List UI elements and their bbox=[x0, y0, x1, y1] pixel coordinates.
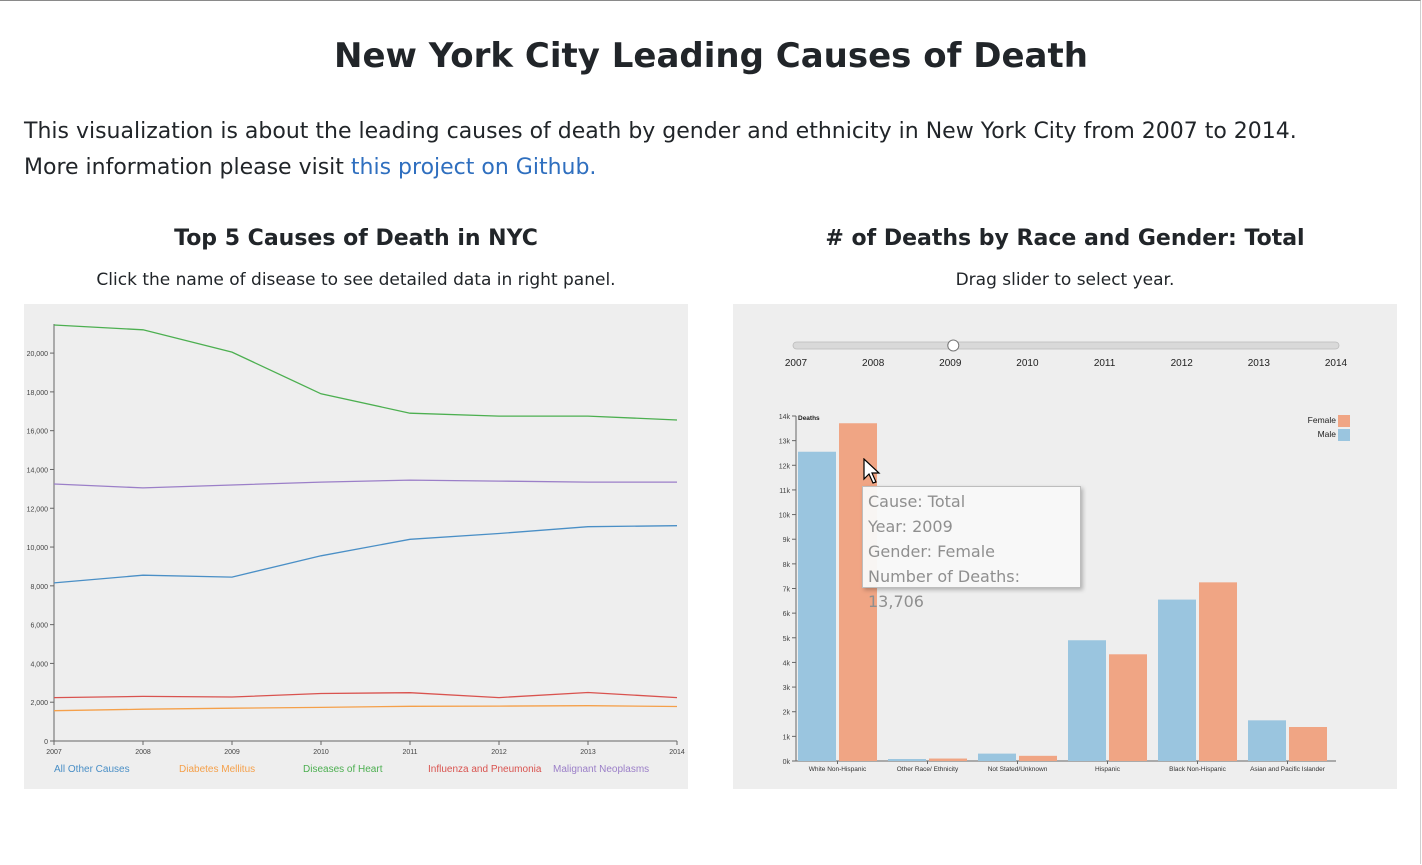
series-line-3[interactable] bbox=[53, 691, 678, 699]
x-tick-label: 2012 bbox=[491, 749, 507, 756]
bar-male-2[interactable] bbox=[978, 753, 1016, 761]
bar-y-tick-label: 6k bbox=[783, 611, 791, 618]
y-tick-label: 4,000 bbox=[30, 661, 48, 668]
slider-year-label[interactable]: 2007 bbox=[785, 358, 808, 369]
tooltip-year: Year: 2009 bbox=[868, 517, 953, 536]
y-tick-label: 18,000 bbox=[27, 390, 49, 397]
line-chart-panel: 0 2,000 4,000 6,000 8,000 10,000 12,000 14,000 1… bbox=[24, 304, 688, 789]
bar-y-tick-label: 9k bbox=[783, 537, 791, 544]
legend-item-4[interactable]: Malignant Neoplasms bbox=[553, 764, 649, 775]
bar-category-label: Other Race/ Ethnicity bbox=[897, 766, 959, 773]
y-tick-label: 10,000 bbox=[27, 545, 49, 552]
tooltip-gender: Gender: Female bbox=[868, 542, 996, 561]
bar-male-3[interactable] bbox=[1068, 640, 1106, 761]
bar-y-tick-label: 1k bbox=[783, 734, 791, 741]
series-line-2[interactable] bbox=[53, 324, 678, 421]
bar-male-1[interactable] bbox=[888, 759, 926, 761]
y-tick-label: 8,000 bbox=[30, 584, 48, 591]
bar-y-tick-label: 14k bbox=[779, 414, 791, 421]
x-tick-label: 2009 bbox=[224, 749, 240, 756]
legend-swatch-male bbox=[1338, 429, 1350, 441]
y-tick-label: 20,000 bbox=[27, 351, 49, 358]
intro-line-1: This visualization is about the leading … bbox=[24, 119, 1297, 144]
bar-female-0[interactable] bbox=[839, 423, 877, 761]
tooltip-deaths: Number of Deaths: 13,706 bbox=[868, 567, 1020, 611]
legend-label-female: Female bbox=[1308, 415, 1337, 425]
bar-male-4[interactable] bbox=[1158, 599, 1196, 761]
bar-y-tick-label: 3k bbox=[783, 685, 791, 692]
bar-y-tick-label: 5k bbox=[783, 636, 791, 643]
right-panel-title: # of Deaths by Race and Gender: Total bbox=[825, 226, 1305, 251]
bar-y-tick-label: 0k bbox=[783, 759, 791, 766]
bar-y-tick-label: 2k bbox=[783, 710, 791, 717]
left-panel-title: Top 5 Causes of Death in NYC bbox=[174, 226, 538, 251]
slider-handle[interactable] bbox=[947, 339, 960, 352]
bar-tooltip: Cause: Total Year: 2009 Gender: Female N… bbox=[862, 486, 1081, 611]
tooltip-cause: Cause: Total bbox=[868, 492, 966, 511]
x-tick-label: 2014 bbox=[669, 749, 685, 756]
slider-track[interactable] bbox=[792, 341, 1340, 350]
page-title: New York City Leading Causes of Death bbox=[334, 36, 1088, 76]
legend-swatch-female bbox=[1338, 415, 1350, 427]
bar-y-tick-label: 10k bbox=[779, 513, 791, 520]
bar-y-tick-label: 4k bbox=[783, 660, 791, 667]
x-tick-label: 2007 bbox=[46, 749, 62, 756]
x-tick-label: 2013 bbox=[580, 749, 596, 756]
bar-category-label: Not Stated/Unknown bbox=[988, 766, 1048, 773]
bar-chart: 2007 2008 2009 2010 2011 2012 2013 2014 0k 1k 2k 3k… bbox=[779, 339, 1350, 773]
y-tick-label: 14,000 bbox=[27, 467, 49, 474]
slider-year-label[interactable]: 2009 bbox=[939, 358, 962, 369]
y-tick-label: 6,000 bbox=[30, 623, 48, 630]
legend-item-1[interactable]: Diabetes Mellitus bbox=[179, 764, 255, 775]
x-tick-label: 2011 bbox=[402, 749, 417, 756]
y-tick-label: 0 bbox=[44, 739, 48, 746]
bar-female-3[interactable] bbox=[1109, 654, 1147, 761]
bar-category-label: Black Non-Hispanic bbox=[1169, 766, 1226, 773]
y-tick-label: 12,000 bbox=[27, 506, 49, 513]
bar-y-tick-label: 11k bbox=[779, 488, 790, 495]
intro-text: This visualization is about the leading … bbox=[24, 114, 1404, 186]
bar-male-0[interactable] bbox=[798, 451, 836, 761]
bar-y-axis-label: Deaths bbox=[798, 415, 820, 422]
bar-y-tick-label: 13k bbox=[779, 439, 791, 446]
intro-prefix: More information please visit bbox=[24, 155, 351, 180]
github-link[interactable]: this project on Github. bbox=[350, 155, 597, 180]
bar-female-5[interactable] bbox=[1289, 726, 1327, 761]
bar-y-tick-label: 12k bbox=[779, 463, 791, 470]
legend-item-3[interactable]: Influenza and Pneumonia bbox=[428, 764, 542, 775]
bar-category-label: Hispanic bbox=[1095, 766, 1121, 773]
series-line-4[interactable] bbox=[53, 479, 677, 489]
slider-year-label[interactable]: 2008 bbox=[862, 358, 885, 369]
x-tick-label: 2010 bbox=[313, 749, 329, 756]
right-panel-subtitle: Drag slider to select year. bbox=[955, 270, 1175, 290]
x-tick-label: 2008 bbox=[135, 749, 151, 756]
left-panel-subtitle: Click the name of disease to see detaile… bbox=[96, 270, 616, 290]
bar-female-1[interactable] bbox=[929, 758, 967, 761]
line-chart: 0 2,000 4,000 6,000 8,000 10,000 12,000 14,000 1… bbox=[27, 324, 685, 775]
slider-year-label[interactable]: 2010 bbox=[1016, 358, 1039, 369]
bar-female-4[interactable] bbox=[1199, 582, 1237, 761]
bar-category-label: White Non-Hispanic bbox=[809, 766, 867, 773]
slider-year-label[interactable]: 2012 bbox=[1171, 358, 1194, 369]
y-tick-label: 2,000 bbox=[30, 700, 48, 707]
intro-line-2: More information please visit this proje… bbox=[24, 150, 1404, 186]
series-line-0[interactable] bbox=[53, 525, 678, 584]
bar-category-label: Asian and Pacific Islander bbox=[1250, 766, 1326, 773]
bar-female-2[interactable] bbox=[1019, 755, 1057, 761]
series-line-1[interactable] bbox=[53, 705, 678, 712]
bar-y-tick-label: 8k bbox=[783, 562, 791, 569]
slider-year-label[interactable]: 2011 bbox=[1094, 358, 1116, 369]
slider-year-label[interactable]: 2014 bbox=[1325, 358, 1348, 369]
legend-item-0[interactable]: All Other Causes bbox=[54, 764, 130, 775]
slider-year-label[interactable]: 2013 bbox=[1248, 358, 1271, 369]
mouse-cursor-icon bbox=[863, 458, 881, 484]
y-tick-label: 16,000 bbox=[27, 429, 49, 436]
legend-item-2[interactable]: Diseases of Heart bbox=[303, 764, 383, 775]
legend-label-male: Male bbox=[1318, 429, 1337, 439]
bar-male-5[interactable] bbox=[1248, 720, 1286, 761]
bar-y-tick-label: 7k bbox=[783, 587, 791, 594]
